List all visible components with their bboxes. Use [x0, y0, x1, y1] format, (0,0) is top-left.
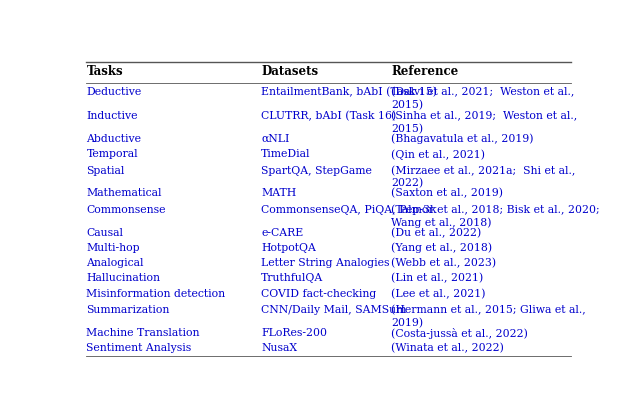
Text: e-CARE: e-CARE [261, 228, 303, 238]
Text: CLUTRR, bAbI (Task 16): CLUTRR, bAbI (Task 16) [261, 111, 396, 121]
Text: TruthfulQA: TruthfulQA [261, 273, 323, 284]
Text: Abductive: Abductive [86, 134, 141, 144]
Text: (Sinha et al., 2019;  Weston et al.,
2015): (Sinha et al., 2019; Weston et al., 2015… [392, 111, 578, 134]
Text: (Saxton et al., 2019): (Saxton et al., 2019) [392, 188, 504, 199]
Text: Hallucination: Hallucination [86, 273, 161, 284]
Text: (Bhagavatula et al., 2019): (Bhagavatula et al., 2019) [392, 134, 534, 144]
Text: FLoRes-200: FLoRes-200 [261, 328, 327, 338]
Text: CNN/Daily Mail, SAMSum: CNN/Daily Mail, SAMSum [261, 305, 406, 315]
Text: Datasets: Datasets [261, 65, 318, 78]
Text: (Costa-jussà et al., 2022): (Costa-jussà et al., 2022) [392, 328, 529, 339]
Text: HotpotQA: HotpotQA [261, 243, 316, 253]
Text: Causal: Causal [86, 228, 124, 238]
Text: Mathematical: Mathematical [86, 188, 162, 198]
Text: (Qin et al., 2021): (Qin et al., 2021) [392, 149, 486, 160]
Text: (Mirzaee et al., 2021a;  Shi et al.,
2022): (Mirzaee et al., 2021a; Shi et al., 2022… [392, 165, 576, 189]
Text: (Lee et al., 2021): (Lee et al., 2021) [392, 289, 486, 299]
Text: Multi-hop: Multi-hop [86, 243, 140, 253]
Text: Misinformation detection: Misinformation detection [86, 289, 225, 299]
Text: (Winata et al., 2022): (Winata et al., 2022) [392, 343, 504, 353]
Text: Letter String Analogies: Letter String Analogies [261, 258, 390, 268]
Text: Summarization: Summarization [86, 305, 170, 315]
Text: (Hermann et al., 2015; Gliwa et al.,
2019): (Hermann et al., 2015; Gliwa et al., 201… [392, 305, 586, 328]
Text: (Talmor et al., 2018; Bisk et al., 2020;
Wang et al., 2018): (Talmor et al., 2018; Bisk et al., 2020;… [392, 205, 600, 228]
Text: Inductive: Inductive [86, 111, 138, 121]
Text: Spatial: Spatial [86, 165, 125, 176]
Text: (Webb et al., 2023): (Webb et al., 2023) [392, 258, 497, 268]
Text: Temporal: Temporal [86, 149, 138, 159]
Text: CommonsenseQA, PiQA, Pep-3k: CommonsenseQA, PiQA, Pep-3k [261, 205, 436, 215]
Text: Tasks: Tasks [86, 65, 123, 78]
Text: Reference: Reference [392, 65, 459, 78]
Text: COVID fact-checking: COVID fact-checking [261, 289, 376, 299]
Text: (Du et al., 2022): (Du et al., 2022) [392, 228, 482, 238]
Text: MATH: MATH [261, 188, 296, 198]
Text: Commonsense: Commonsense [86, 205, 166, 215]
Text: NusaX: NusaX [261, 343, 297, 353]
Text: (Dalvi et al., 2021;  Weston et al.,
2015): (Dalvi et al., 2021; Weston et al., 2015… [392, 87, 575, 110]
Text: (Lin et al., 2021): (Lin et al., 2021) [392, 273, 484, 284]
Text: Sentiment Analysis: Sentiment Analysis [86, 343, 192, 353]
Text: αNLI: αNLI [261, 134, 289, 144]
Text: (Yang et al., 2018): (Yang et al., 2018) [392, 243, 493, 253]
Text: SpartQA, StepGame: SpartQA, StepGame [261, 165, 372, 176]
Text: Deductive: Deductive [86, 87, 141, 97]
Text: TimeDial: TimeDial [261, 149, 310, 159]
Text: Analogical: Analogical [86, 258, 144, 268]
Text: EntailmentBank, bAbI (Task 15): EntailmentBank, bAbI (Task 15) [261, 87, 437, 97]
Text: Machine Translation: Machine Translation [86, 328, 200, 338]
